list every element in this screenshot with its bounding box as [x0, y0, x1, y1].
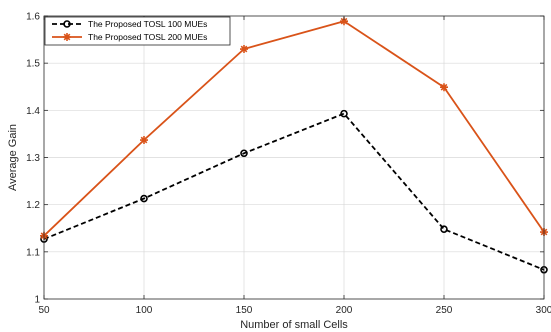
legend-marker-1	[63, 33, 71, 41]
y-tick-label: 1.1	[26, 247, 40, 258]
y-tick-label: 1.5	[26, 59, 40, 70]
data-point	[140, 194, 148, 203]
y-axis-label: Average Gain	[7, 124, 19, 191]
x-tick-label: 50	[38, 305, 50, 316]
legend-marker-0	[63, 20, 71, 28]
axis-ticks: 1 1.1 1.2 1.3 1.4 1.5 1.6 50 100 150 200 250 300	[26, 12, 551, 317]
x-tick-label: 100	[136, 305, 153, 316]
legend: The Proposed TOSL 100 MUEs The Proposed …	[44, 16, 231, 46]
series-layer	[40, 17, 548, 274]
series-line-1	[43, 20, 545, 237]
x-axis-label: Number of small Cells	[240, 319, 348, 331]
y-tick-label: 1.6	[26, 12, 40, 23]
x-tick-label: 150	[236, 305, 253, 316]
y-tick-label: 1.4	[26, 106, 40, 117]
x-tick-label: 250	[436, 305, 453, 316]
y-tick-label: 1.3	[26, 153, 40, 164]
legend-label-1: The Proposed TOSL 200 MUEs	[88, 32, 207, 42]
y-tick-label: 1.2	[26, 200, 40, 211]
legend-label-0: The Proposed TOSL 100 MUEs	[88, 19, 207, 29]
x-tick-label: 300	[536, 305, 551, 316]
series-line-0	[43, 112, 545, 271]
data-point	[240, 149, 248, 158]
data-point	[440, 225, 448, 233]
data-point	[340, 109, 348, 118]
legend-box	[44, 16, 231, 46]
y-tick-label: 1	[34, 295, 40, 306]
data-point	[140, 136, 148, 145]
data-point	[440, 83, 448, 92]
x-tick-label: 200	[336, 305, 353, 316]
data-point	[340, 17, 348, 26]
data-point	[240, 45, 248, 54]
